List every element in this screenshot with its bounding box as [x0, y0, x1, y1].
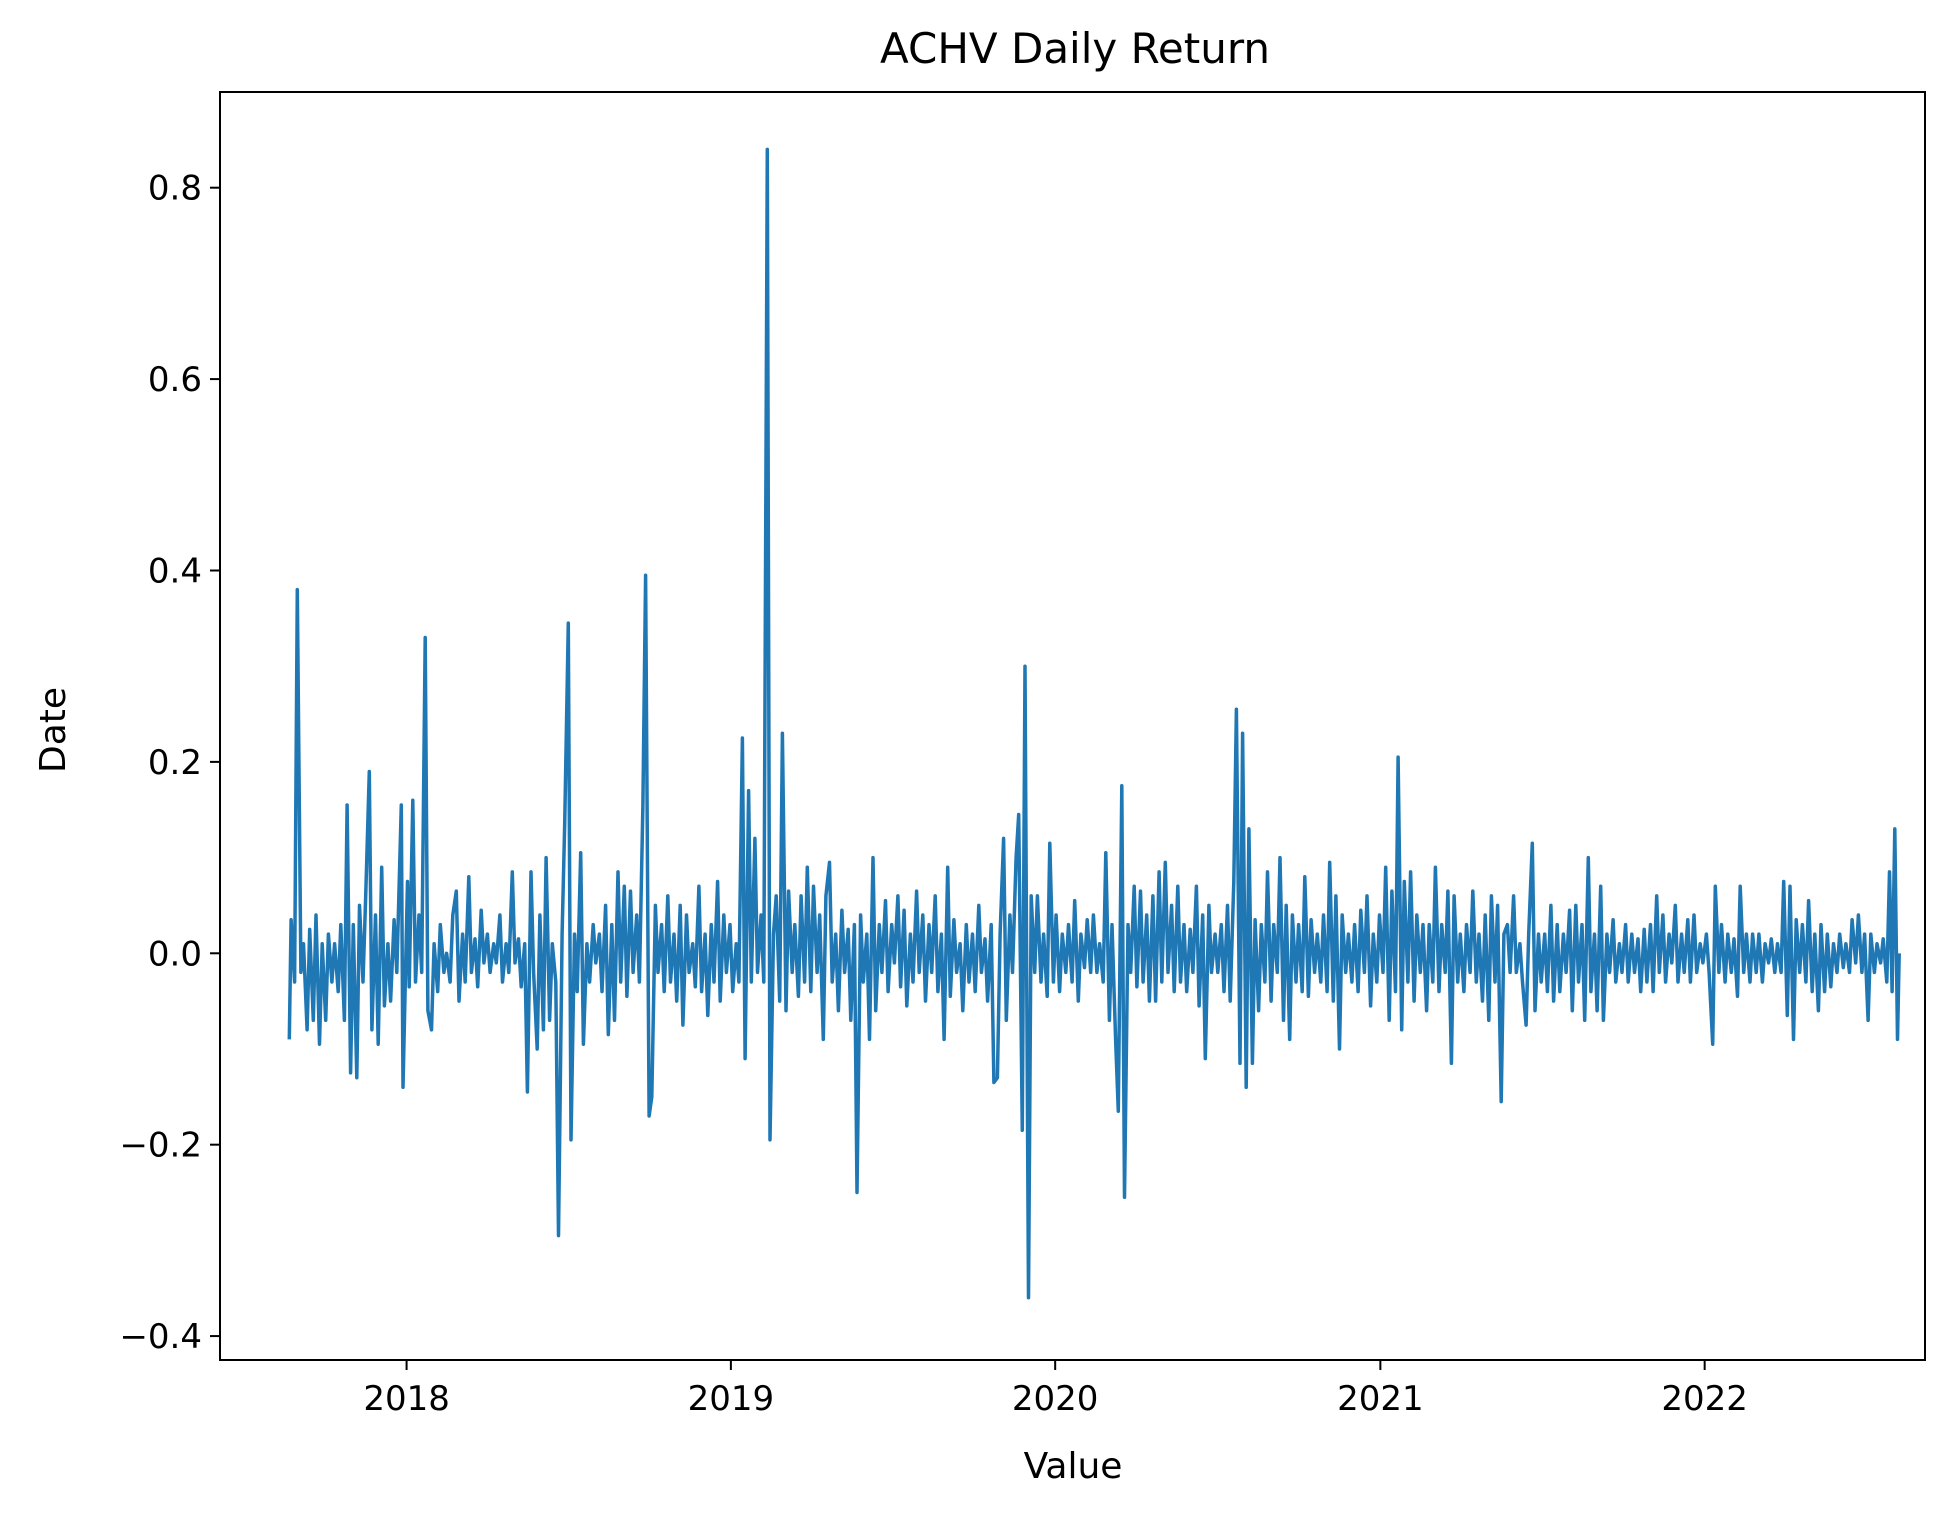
y-tick-label: 0.6 [148, 360, 202, 400]
y-tick-label: 0.8 [148, 169, 202, 209]
y-tick-label: 0.2 [148, 743, 202, 783]
y-tick-label: 0.0 [148, 934, 202, 974]
plot-area [287, 147, 1901, 1300]
y-tick-label: −0.4 [119, 1317, 202, 1357]
series-line-0 [287, 147, 1901, 1300]
x-axis-title: Value [1024, 1446, 1123, 1487]
x-tick-label: 2022 [1661, 1379, 1748, 1419]
y-axis-title: Date [33, 687, 74, 773]
y-axis-ticks: −0.4 −0.2 0.0 0.2 0.4 0.6 0.8 [119, 169, 220, 1357]
x-axis-ticks: 2018 2019 2020 2021 2022 [363, 1360, 1748, 1419]
chart-title: ACHV Daily Return [880, 24, 1270, 73]
y-tick-label: 0.4 [148, 551, 202, 591]
y-tick-label: −0.2 [119, 1126, 202, 1166]
plot-frame [219, 91, 1926, 1361]
x-tick-label: 2020 [1012, 1379, 1099, 1419]
x-tick-label: 2018 [363, 1379, 450, 1419]
x-tick-label: 2019 [688, 1379, 775, 1419]
x-tick-label: 2021 [1337, 1379, 1424, 1419]
